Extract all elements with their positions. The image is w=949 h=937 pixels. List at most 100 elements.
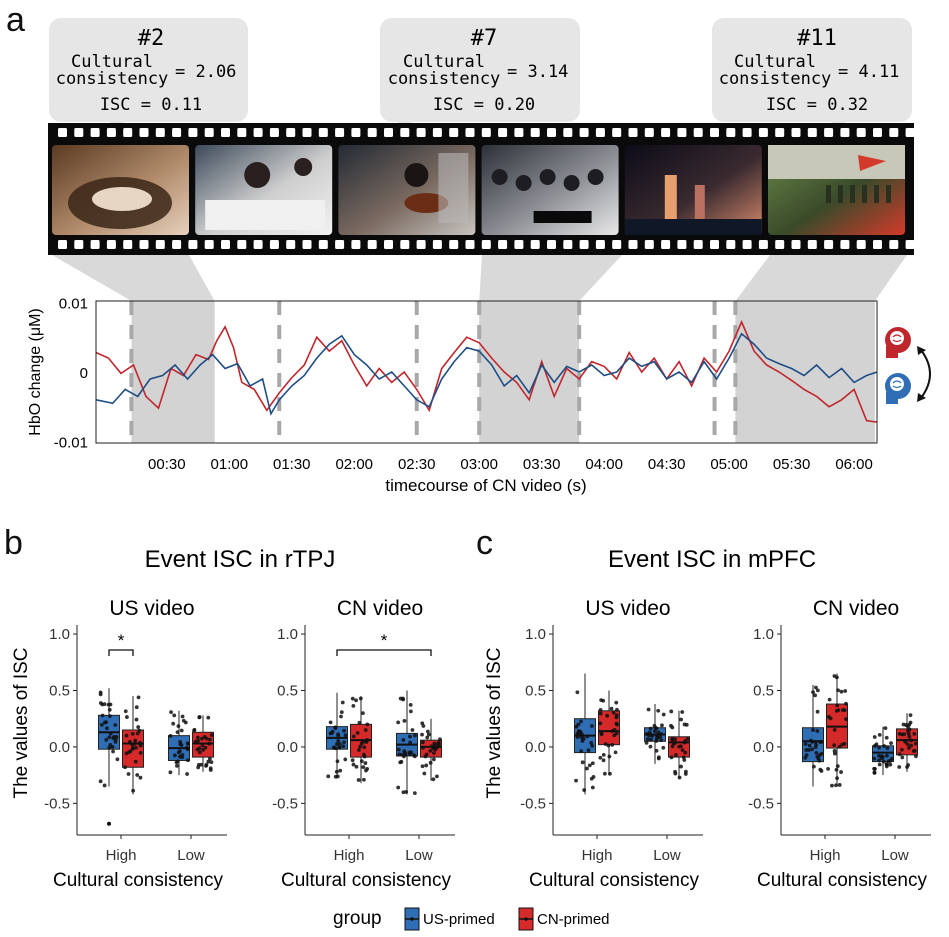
data-point xyxy=(903,739,908,744)
data-point xyxy=(424,763,429,768)
data-point xyxy=(897,752,902,757)
data-point xyxy=(648,726,653,731)
data-point xyxy=(652,723,657,728)
data-point xyxy=(815,754,820,759)
film-hole xyxy=(563,128,573,137)
data-point xyxy=(131,788,136,793)
data-point xyxy=(209,733,214,737)
data-point xyxy=(123,765,127,770)
data-point xyxy=(908,713,913,718)
arrowhead-bottom-icon xyxy=(917,393,926,402)
data-point xyxy=(102,783,107,788)
data-point xyxy=(200,736,204,741)
data-point xyxy=(673,769,677,774)
data-point xyxy=(358,696,363,701)
callout-cc-label-2: consistency xyxy=(388,69,501,89)
x-tick-label: 02:30 xyxy=(398,456,436,473)
data-point xyxy=(839,689,844,694)
box-high-cn-primed xyxy=(350,696,372,784)
film-hole xyxy=(384,240,393,249)
callout-bubble xyxy=(380,18,580,122)
subplot-title: US video xyxy=(109,597,194,620)
video-frame-city-night xyxy=(624,145,762,235)
data-point xyxy=(874,742,879,747)
data-point xyxy=(836,708,841,713)
data-point xyxy=(906,724,910,729)
box-low-us-primed xyxy=(644,704,666,764)
data-point xyxy=(580,739,585,743)
y-tick-label: 1.0 xyxy=(49,626,70,643)
film-hole xyxy=(758,240,768,249)
frame-image xyxy=(624,145,762,235)
film-hole xyxy=(791,128,801,137)
data-point xyxy=(168,733,173,738)
data-point xyxy=(357,720,362,725)
data-point xyxy=(803,755,808,760)
data-point xyxy=(351,762,356,767)
y-tick-label: 1.0 xyxy=(277,626,298,643)
data-point xyxy=(404,790,409,794)
data-point xyxy=(591,775,596,779)
data-point xyxy=(683,772,688,776)
box-low-cn-primed xyxy=(420,718,442,782)
x-tick-label: Low xyxy=(881,847,909,864)
data-point xyxy=(872,756,877,761)
data-point xyxy=(171,721,176,726)
data-point xyxy=(677,775,682,780)
film-hole xyxy=(106,240,116,249)
data-point xyxy=(877,753,881,758)
film-hole xyxy=(612,240,622,249)
data-point xyxy=(909,743,914,748)
data-point xyxy=(206,759,211,764)
film-hole xyxy=(514,240,524,249)
data-point xyxy=(431,757,436,762)
film-hole xyxy=(400,128,410,137)
data-point xyxy=(602,771,607,776)
film-hole xyxy=(742,128,752,137)
data-point xyxy=(832,727,837,732)
box-high-cn-primed xyxy=(122,695,144,795)
significance-bracket xyxy=(108,649,134,656)
data-point xyxy=(398,760,403,765)
film-hole xyxy=(74,240,84,249)
data-point xyxy=(183,720,188,725)
film-hole xyxy=(221,240,230,249)
data-point xyxy=(669,709,674,714)
panel-b-title: Event ISC in rTPJ xyxy=(145,546,336,573)
y-tick-label: 0.5 xyxy=(525,682,546,699)
data-point xyxy=(842,741,847,746)
data-point xyxy=(608,771,612,776)
blue-head-brain-icon xyxy=(885,373,911,404)
data-point xyxy=(873,767,877,771)
film-hole xyxy=(498,128,508,137)
data-point xyxy=(906,731,911,736)
box-low-cn-primed xyxy=(668,709,690,780)
film-hole xyxy=(905,128,915,137)
box-high-us-primed xyxy=(98,688,120,826)
data-point xyxy=(425,729,430,734)
data-point xyxy=(585,766,589,771)
y-tick-label: 0.01 xyxy=(59,295,88,312)
x-axis-label: Cultural consistency xyxy=(757,870,928,891)
film-hole xyxy=(889,240,899,249)
x-axis-label: timecourse of CN video (s) xyxy=(385,476,586,495)
film-hole xyxy=(432,240,442,249)
data-point xyxy=(582,788,587,792)
film-hole xyxy=(677,128,687,137)
data-point xyxy=(336,739,341,743)
data-point xyxy=(196,765,201,770)
film-hole xyxy=(840,128,850,137)
data-point xyxy=(654,739,659,743)
data-point xyxy=(835,675,839,680)
data-point xyxy=(137,728,142,733)
data-point xyxy=(175,764,179,768)
film-hole xyxy=(172,240,182,249)
data-point xyxy=(420,764,425,769)
data-point xyxy=(607,754,612,759)
data-point xyxy=(111,749,115,754)
data-point xyxy=(100,713,105,718)
data-point xyxy=(108,714,112,719)
subplot-title: CN video xyxy=(337,597,423,620)
data-point xyxy=(115,757,120,762)
data-point xyxy=(658,735,663,739)
